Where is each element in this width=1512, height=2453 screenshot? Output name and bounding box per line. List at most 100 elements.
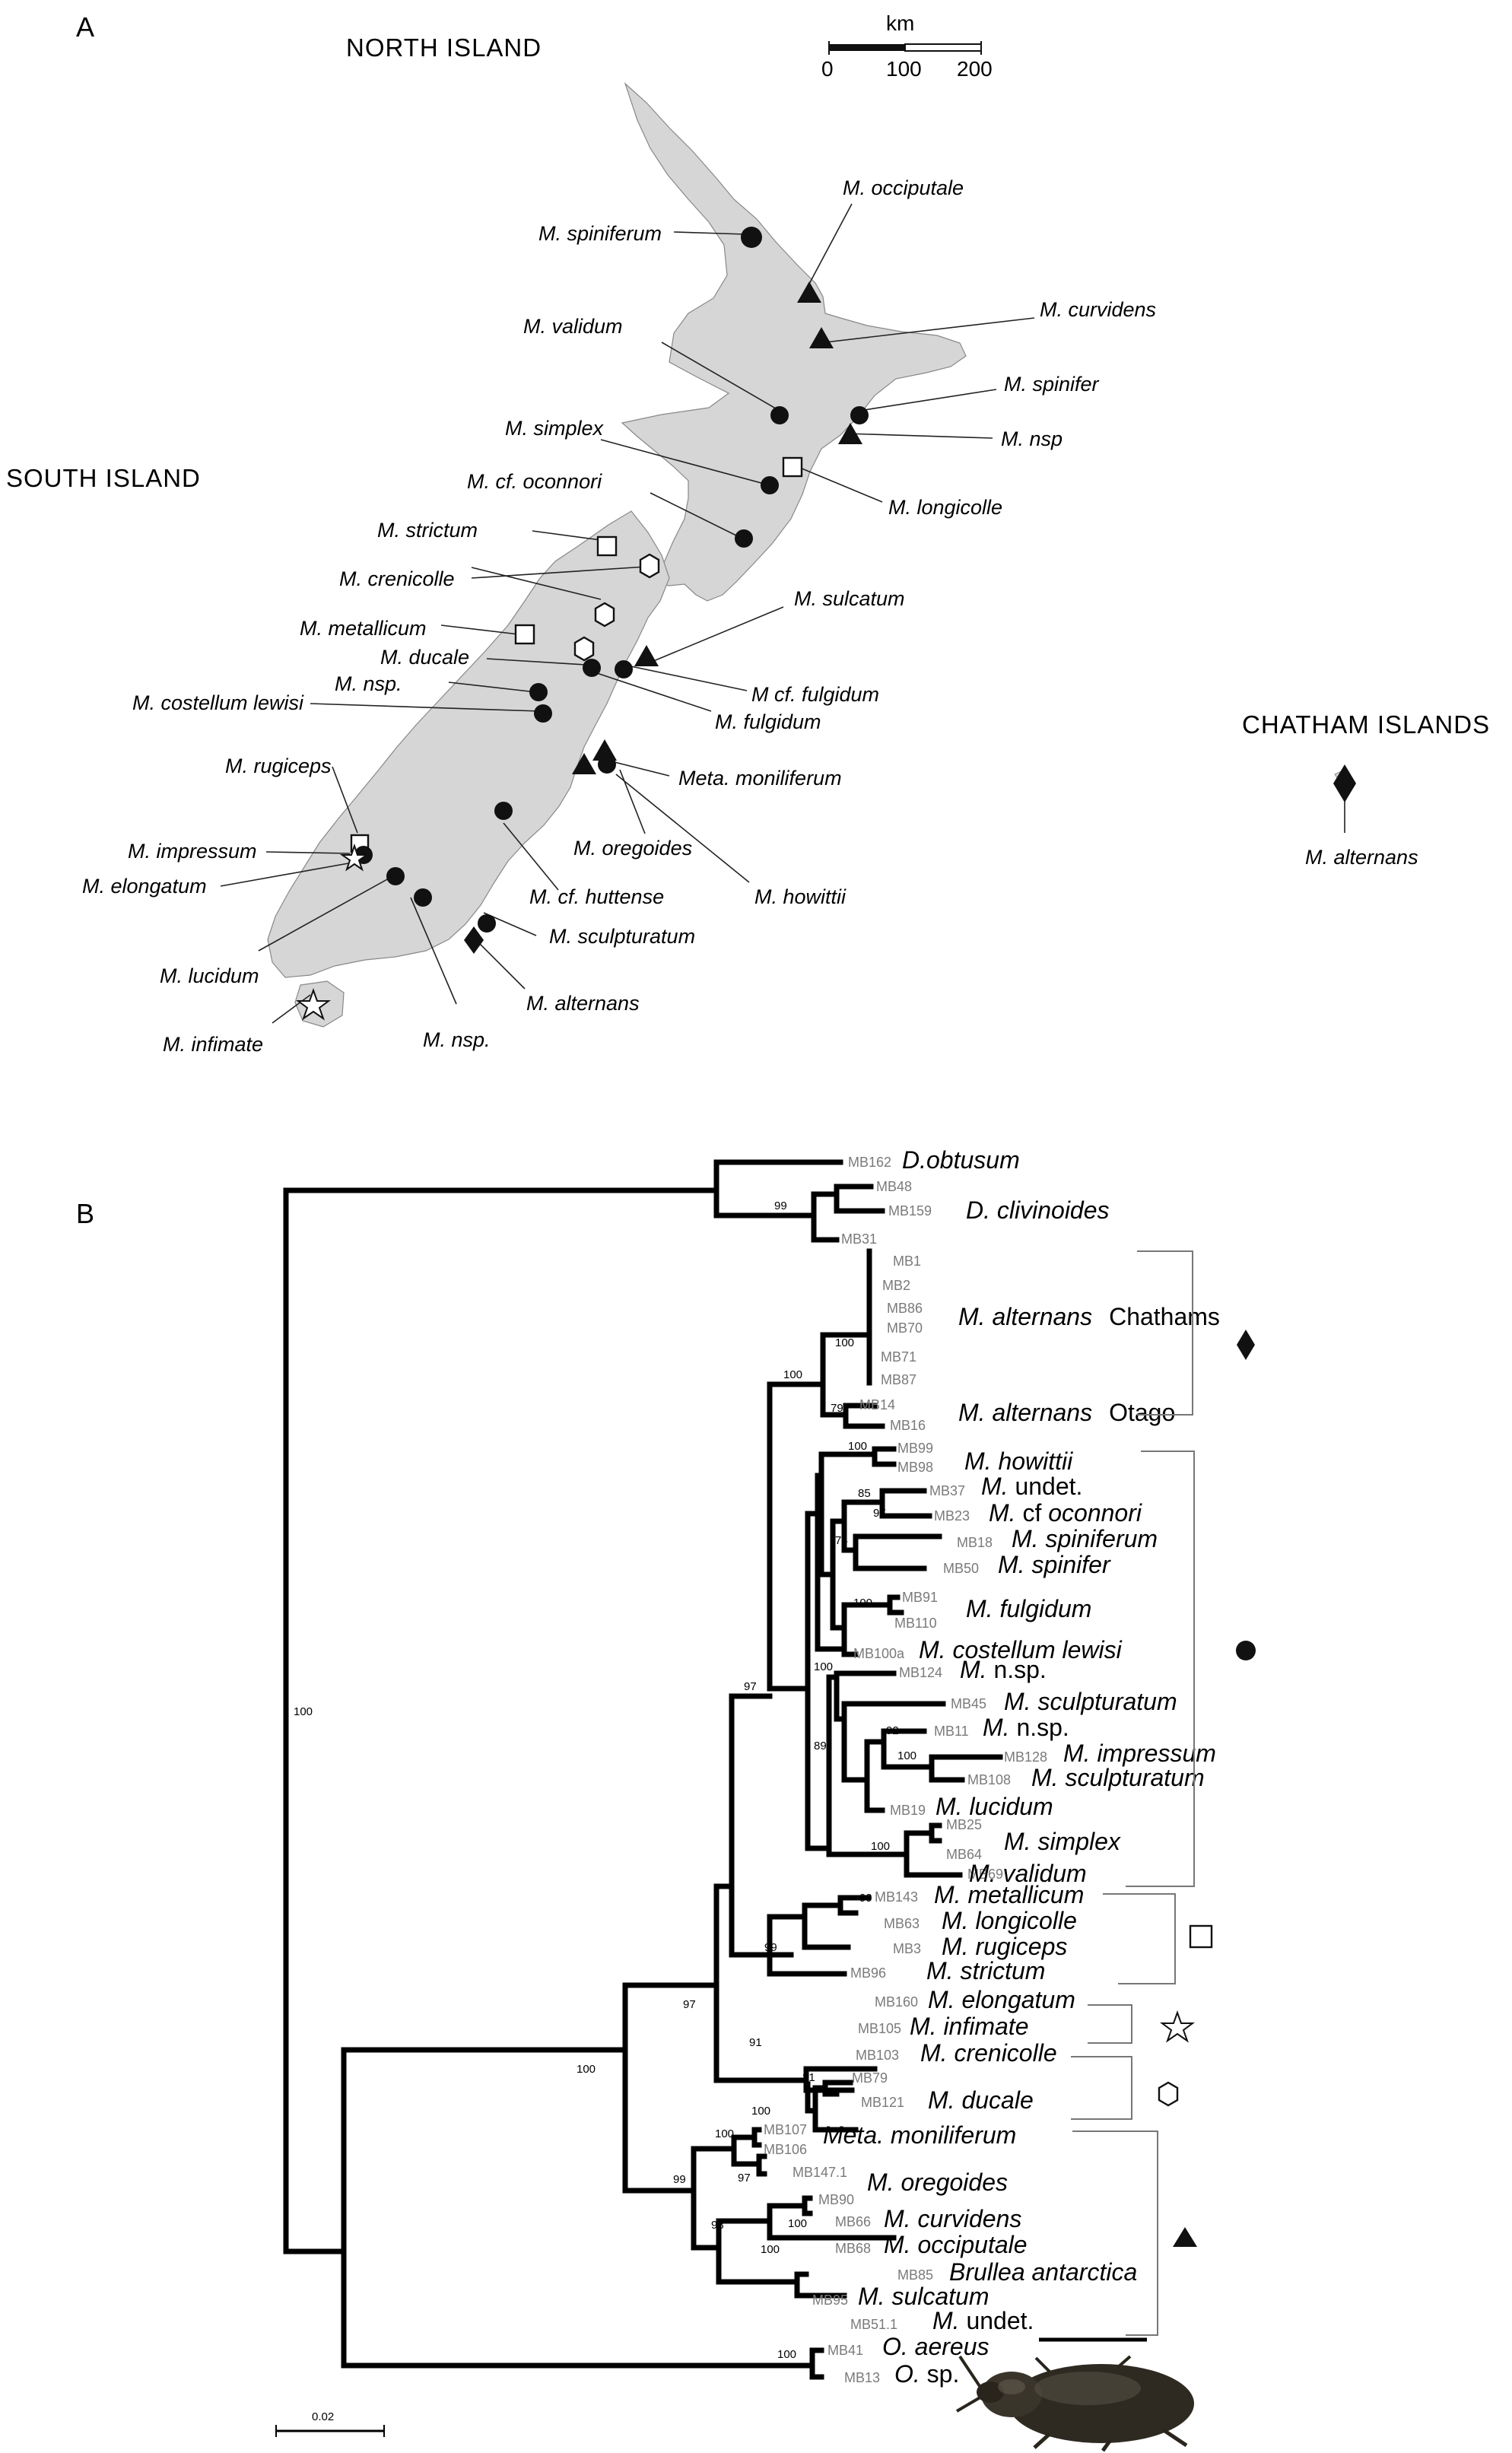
marker-curvidens (809, 327, 834, 348)
taxon-metallicum: M. metallicum (934, 1881, 1084, 1908)
marker-lewisi (534, 704, 552, 723)
taxon-alternans-otago: M. alternans Otago (958, 1399, 1175, 1426)
scale-tick-100: 100 (886, 57, 922, 81)
map-label-oconnori: M. cf. oconnori (467, 470, 602, 493)
scale-unit: km (886, 11, 914, 35)
taxon-sculpturatum-1: M. sculpturatum (1004, 1688, 1177, 1715)
tip-MB25: MB25 (946, 1817, 982, 1832)
taxon-occiputale: M. occiputale (884, 2231, 1028, 2258)
support-d-clade: 99 (774, 1199, 787, 1212)
taxon-spiniferum: M. spiniferum (1012, 1525, 1158, 1552)
taxon-validum: M. validum (969, 1860, 1087, 1887)
support-97-main: 97 (744, 1680, 757, 1693)
tip-MB18: MB18 (957, 1535, 993, 1550)
tip-MB95: MB95 (812, 2293, 848, 2308)
tip-MB3: MB3 (893, 1941, 921, 1956)
panel-a-label: A (76, 11, 94, 43)
tip-MB69: MB69 (967, 1867, 1003, 1882)
marker-oregoides (572, 753, 596, 774)
tip-MB160: MB160 (875, 1994, 918, 2010)
map-label-strictum: M. strictum (377, 519, 478, 542)
marker-chatham-alternans (1333, 764, 1356, 802)
map-label-lucidum: M. lucidum (160, 964, 259, 987)
taxon-costellum-lewisi: M. costellum lewisi (919, 1636, 1123, 1663)
tree-scale-bar: 0.02 (275, 2410, 385, 2437)
taxon-nsp-1: M. n.sp. (960, 1656, 1047, 1683)
tip-MB107: MB107 (764, 2122, 807, 2137)
marker-spiniferum (741, 227, 762, 248)
map-label-nsp-north: M. nsp (1001, 427, 1063, 450)
map-label-chatham-alternans: M. alternans (1305, 846, 1418, 869)
marker-huttense (494, 802, 513, 820)
taxon-brullea-antarctica: Brullea antarctica (949, 2258, 1137, 2286)
support-alternans: 100 (835, 1336, 854, 1349)
panel-a-map: A NORTH ISLAND SOUTH ISLAND CHATHAM ISLA… (6, 11, 1489, 1056)
north-island-shape (621, 82, 967, 602)
north-island-label: NORTH ISLAND (346, 33, 542, 62)
marker-moniliferum-1 (592, 739, 617, 761)
tip-MB19: MB19 (890, 1803, 926, 1818)
support-99-square: 99 (764, 1941, 777, 1954)
support-metallicum: 99 (859, 1892, 872, 1905)
taxon-sculpturatum-2: M. sculpturatum (1031, 1764, 1205, 1791)
map-label-rugiceps: M. rugiceps (225, 755, 332, 777)
taxon-ducale: M. ducale (928, 2086, 1034, 2114)
marker-ducale (573, 636, 595, 662)
tip-MB16: MB16 (890, 1418, 926, 1433)
clade-brackets (1071, 1250, 1256, 2336)
map-label-longicolle: M. longicolle (888, 496, 1002, 519)
taxon-d-clivinoides: D. clivinoides (966, 1196, 1110, 1224)
taxon-rugiceps: M. rugiceps (942, 1933, 1067, 1960)
tip-MB71: MB71 (881, 1349, 916, 1365)
tip-MB2: MB2 (882, 1278, 910, 1293)
taxon-o-aereus: O. aereus (882, 2333, 989, 2360)
tip-MB124: MB124 (899, 1665, 942, 1680)
support-curvidens: 100 (788, 2217, 807, 2230)
tip-MB70: MB70 (887, 1320, 923, 1336)
taxon-meta-moniliferum: Meta. moniliferum (823, 2121, 1016, 2149)
tip-MB110: MB110 (894, 1616, 937, 1631)
map-label-metallicum: M. metallicum (300, 617, 427, 640)
taxon-howittii: M. howittii (964, 1447, 1073, 1475)
tip-MB147-1: MB147.1 (793, 2165, 847, 2180)
marker-simplex (761, 476, 779, 494)
tip-MB105: MB105 (858, 2021, 901, 2036)
taxon-elongatum: M. elongatum (928, 1986, 1075, 2013)
taxon-d-obtusum: D.obtusum (902, 1146, 1020, 1174)
map-label-spiniferum: M. spiniferum (538, 222, 662, 245)
map-label-nsp-south: M. nsp. (335, 672, 402, 695)
support-nsp: 100 (814, 1660, 833, 1673)
tip-MB1: MB1 (893, 1254, 921, 1269)
support-97-oregoides: 97 (738, 2172, 751, 2185)
scale-tick-0: 0 (821, 57, 834, 81)
tip-MB87: MB87 (881, 1372, 916, 1387)
clade-symbol-triangle (1173, 2227, 1197, 2247)
tip-MB99: MB99 (897, 1441, 933, 1456)
map-label-fulgidum: M. fulgidum (715, 710, 821, 733)
map-label-infimate: M. infimate (163, 1033, 263, 1056)
tip-MB23: MB23 (934, 1508, 970, 1524)
taxon-nsp-2: M. n.sp. (983, 1714, 1069, 1741)
tip-MB66: MB66 (835, 2214, 871, 2229)
taxon-lucidum: M. lucidum (935, 1793, 1053, 1820)
clade-symbol-circle (1236, 1641, 1256, 1660)
support-85: 85 (858, 1487, 871, 1500)
tip-MB121: MB121 (861, 2095, 904, 2110)
clade-symbol-star (1160, 2010, 1195, 2043)
map-label-curvidens: M. curvidens (1040, 298, 1156, 321)
taxon-fulgidum: M. fulgidum (966, 1595, 1091, 1622)
marker-elongatum-star (339, 843, 370, 872)
support-99-triangle: 99 (673, 2173, 686, 2186)
map-markers (296, 227, 1356, 1021)
tip-MB96: MB96 (850, 1965, 886, 1981)
support-79: 79 (831, 1402, 843, 1415)
taxon-undet-1: M. undet. (981, 1473, 1082, 1500)
taxon-sulcatum: M. sulcatum (858, 2283, 989, 2310)
support-simplex: 100 (871, 1840, 890, 1853)
support-91: 91 (749, 2036, 762, 2049)
bootstrap-values: 100 99 100 100 79 100 97 85 97 74 100 10… (294, 1199, 916, 2361)
taxon-infimate: M. infimate (910, 2013, 1028, 2040)
tip-MB11: MB11 (934, 1724, 969, 1739)
marker-occiputale (797, 281, 821, 303)
map-label-cf-fulgidum: M cf. fulgidum (751, 683, 879, 706)
